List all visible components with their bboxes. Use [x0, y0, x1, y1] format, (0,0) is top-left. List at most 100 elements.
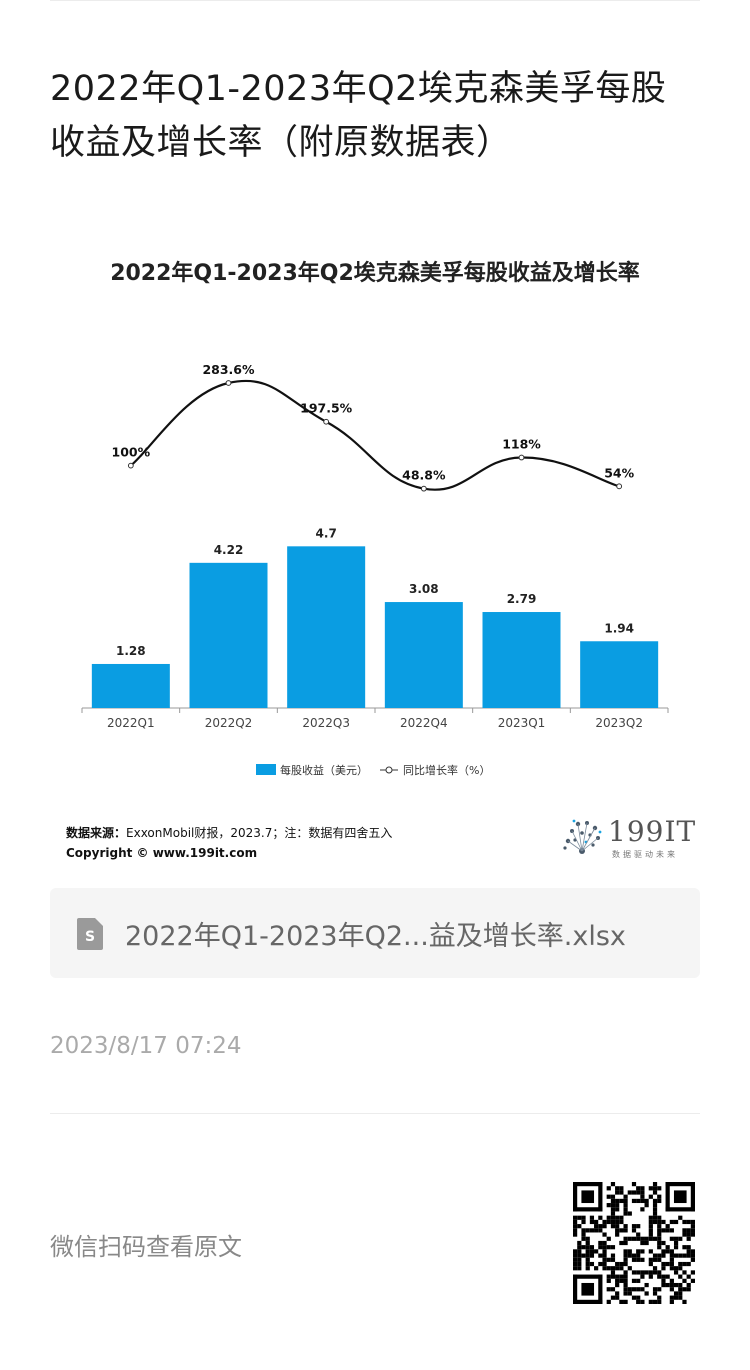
qr-module	[610, 1224, 616, 1229]
qr-module	[661, 1282, 666, 1288]
qr-module	[623, 1203, 628, 1208]
qr-module	[610, 1266, 616, 1271]
qr-module	[673, 1270, 679, 1275]
data-source: 数据来源：ExxonMobil财报，2023.7；注：数据有四舍五入 Copyr…	[66, 823, 392, 863]
qr-module	[678, 1236, 683, 1241]
qr-module	[648, 1270, 653, 1275]
qr-module	[631, 1228, 637, 1233]
qr-module	[573, 1224, 578, 1229]
qr-module	[657, 1219, 662, 1225]
qr-module	[610, 1270, 616, 1275]
qr-module	[648, 1249, 653, 1254]
qr-module	[615, 1215, 620, 1220]
qr-module	[602, 1245, 607, 1250]
qr-module	[690, 1270, 695, 1275]
qr-module	[589, 1245, 595, 1250]
qr-module	[652, 1299, 658, 1304]
qr-module	[619, 1266, 624, 1271]
qr-module	[623, 1253, 628, 1258]
qr-module	[619, 1190, 624, 1195]
qr-finder	[573, 1274, 603, 1279]
qr-module	[602, 1249, 607, 1254]
qr-module	[610, 1198, 616, 1204]
dandelion-logo-icon	[563, 819, 602, 854]
qr-module	[619, 1219, 624, 1225]
qr-module	[594, 1249, 599, 1254]
qr-module	[657, 1274, 662, 1279]
qr-module	[636, 1257, 641, 1262]
qr-module	[623, 1261, 628, 1267]
copyright-text: Copyright © www.199it.com	[66, 846, 258, 860]
qr-module	[581, 1245, 586, 1250]
qr-module	[648, 1194, 653, 1199]
qr-module	[606, 1215, 611, 1220]
qr-module	[598, 1245, 603, 1250]
section-divider	[50, 1113, 700, 1114]
qr-module	[690, 1257, 695, 1262]
qr-module	[678, 1261, 683, 1267]
qr-finder	[673, 1190, 687, 1204]
qr-finder	[581, 1190, 595, 1204]
qr-module	[577, 1266, 582, 1271]
qr-module	[657, 1194, 662, 1199]
qr-module	[619, 1278, 624, 1283]
growth-rate-line	[130, 379, 620, 491]
qr-module	[585, 1266, 590, 1271]
qr-module	[589, 1228, 595, 1233]
qr-module	[657, 1228, 662, 1233]
qr-module	[585, 1261, 590, 1267]
qr-module	[661, 1266, 666, 1271]
qr-module	[686, 1219, 691, 1225]
growth-data-label: 118%	[502, 437, 541, 452]
qr-module	[652, 1211, 658, 1216]
qr-module	[678, 1291, 683, 1296]
bar-data-label: 2.79	[507, 592, 537, 606]
qr-finder	[581, 1282, 595, 1296]
qr-code-icon[interactable]	[573, 1182, 695, 1304]
qr-module	[657, 1287, 662, 1292]
qr-module	[631, 1224, 637, 1229]
eps-growth-chart: 2022Q1 2022Q2 2022Q3 2022Q4 2023Q1 2023Q2 1.28…	[81, 362, 669, 777]
qr-module	[623, 1287, 628, 1292]
qr-module	[623, 1249, 628, 1254]
x-tick-label: 2022Q4	[400, 716, 448, 730]
qr-module	[661, 1278, 666, 1283]
qr-module	[627, 1236, 632, 1241]
qr-module	[652, 1198, 658, 1204]
qr-module	[610, 1253, 616, 1258]
qr-module	[619, 1215, 624, 1220]
bar-data-label: 1.94	[604, 621, 634, 635]
qr-module	[657, 1257, 662, 1262]
qr-module	[644, 1203, 649, 1208]
qr-module	[678, 1295, 683, 1300]
qr-module	[661, 1240, 666, 1246]
qr-module	[661, 1228, 666, 1233]
qr-module	[598, 1228, 603, 1233]
bar-eps	[189, 562, 268, 708]
qr-module	[673, 1282, 679, 1288]
qr-module	[665, 1274, 670, 1279]
qr-module	[669, 1266, 674, 1271]
qr-module	[610, 1194, 616, 1199]
qr-module	[644, 1282, 649, 1288]
qr-module	[610, 1257, 616, 1262]
qr-module	[627, 1291, 632, 1296]
qr-module	[631, 1190, 637, 1195]
qr-module	[648, 1224, 653, 1229]
qr-module	[657, 1198, 662, 1204]
qr-module	[615, 1186, 620, 1191]
qr-label: 微信扫码查看原文	[50, 1233, 242, 1261]
qr-module	[573, 1228, 578, 1233]
qr-module	[678, 1215, 683, 1220]
qr-module	[610, 1245, 616, 1250]
qr-module	[652, 1291, 658, 1296]
attachment-filename[interactable]: 2022年Q1-2023年Q2...益及增长率.xlsx	[125, 921, 626, 952]
qr-module	[678, 1282, 683, 1288]
attachment-card[interactable]: S 2022年Q1-2023年Q2...益及增长率.xlsx	[50, 888, 700, 978]
qr-module	[606, 1194, 611, 1199]
qr-module	[606, 1219, 611, 1225]
qr-module	[573, 1219, 578, 1225]
qr-module	[652, 1203, 658, 1208]
qr-module	[577, 1253, 582, 1258]
qr-module	[585, 1253, 590, 1258]
